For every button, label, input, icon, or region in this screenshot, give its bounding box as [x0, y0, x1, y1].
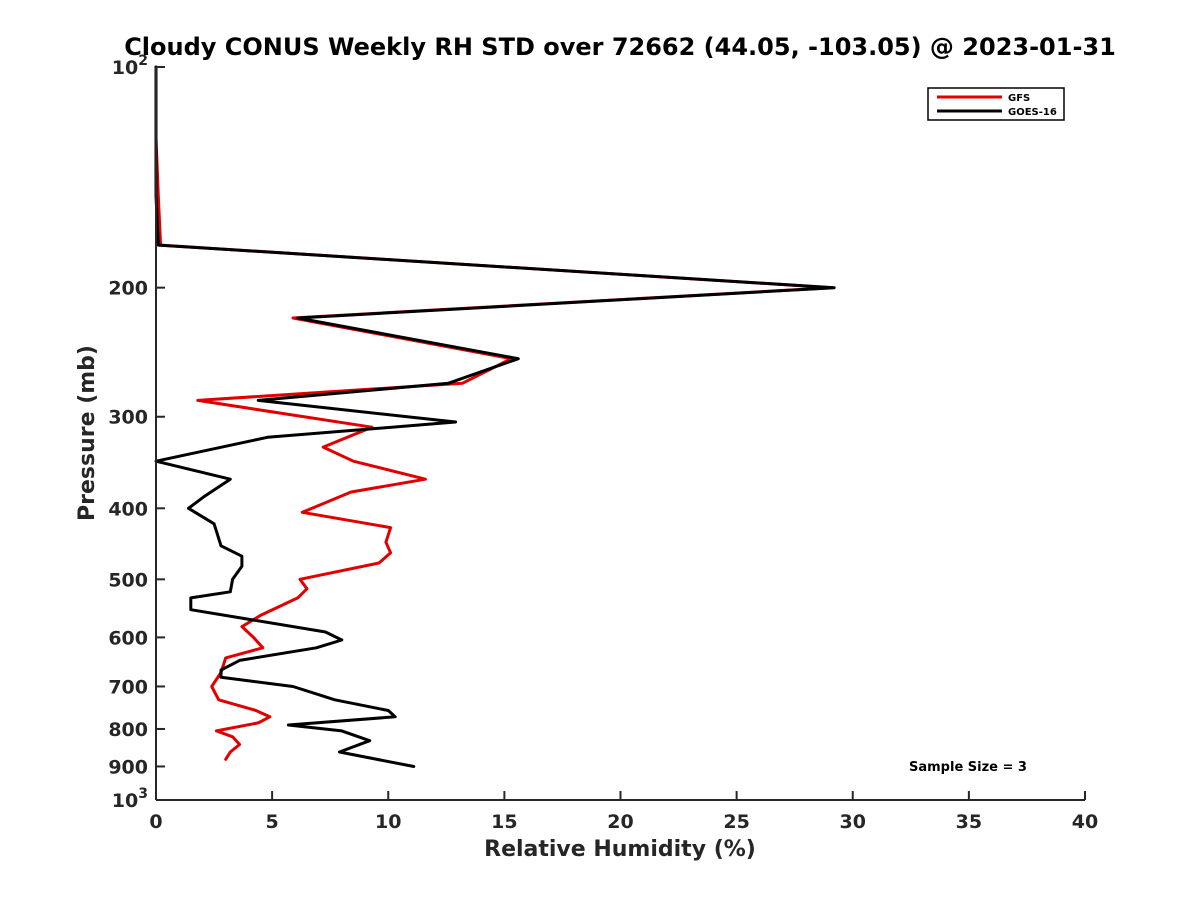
y-tick-label: 600	[108, 627, 148, 649]
x-tick-label: 5	[266, 811, 279, 833]
x-tick-label: 40	[1072, 811, 1098, 833]
legend-box	[927, 87, 1065, 121]
legend: GFS GOES-16	[927, 87, 1065, 121]
x-tick-label: 25	[723, 811, 749, 833]
x-tick-label: 0	[149, 811, 162, 833]
x-tick-label: 10	[375, 811, 401, 833]
sample-size-annotation: Sample Size = 3	[909, 760, 1027, 775]
chart-title: Cloudy CONUS Weekly RH STD over 72662 (4…	[124, 33, 1116, 61]
x-axis-label: Relative Humidity (%)	[484, 837, 756, 862]
legend-goes-label: GOES-16	[1008, 107, 1057, 118]
legend-gfs-label: GFS	[1008, 93, 1030, 104]
x-tick-label: 15	[491, 811, 517, 833]
x-tick-label: 35	[956, 811, 982, 833]
y-axis-label: Pressure (mb)	[75, 345, 100, 521]
series-line-goes-16	[154, 65, 836, 768]
y-tick-label: 400	[108, 498, 148, 520]
x-tick-label: 20	[607, 811, 633, 833]
y-tick-label: 500	[108, 569, 148, 591]
y-tick-label: 800	[108, 719, 148, 741]
y-tick-label: 200	[108, 278, 148, 300]
y-tick-label: 700	[108, 676, 148, 698]
y-tick-label: 900	[108, 756, 148, 778]
y-tick-label: 300	[108, 407, 148, 429]
x-tick-label: 30	[840, 811, 866, 833]
plot-area: 0 5 10 15 20 25 30 35 40102200300400500600700800…	[108, 53, 1098, 833]
